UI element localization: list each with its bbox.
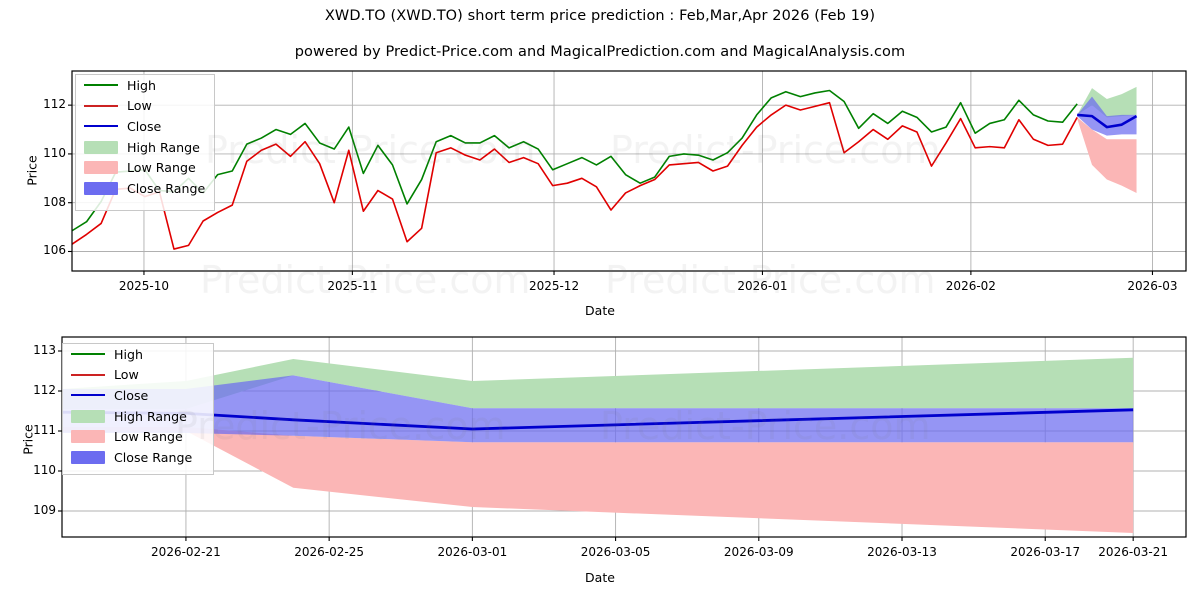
history-legend-label: Low Range	[127, 160, 196, 176]
forecast-ytick-110: 110	[33, 463, 56, 477]
watermark-text: Predict-Price.com	[205, 128, 536, 172]
history-legend-label: Close	[127, 118, 162, 134]
forecast-xtick-2026-03-21: 2026-03-21	[1098, 545, 1169, 559]
history-high-range-band	[1077, 86, 1137, 118]
watermark-text: Predict-Price.com	[610, 128, 941, 172]
history-xtick-2026-02: 2026-02	[945, 279, 996, 293]
forecast-close-range-band	[62, 375, 1134, 443]
forecast-legend-swatch-line	[71, 369, 105, 380]
forecast-legend-item-close-range: Close Range	[63, 447, 213, 468]
history-legend-item-close: Close	[76, 116, 214, 137]
history-ytick-110: 110	[43, 145, 66, 160]
forecast-close-line	[61, 408, 1134, 431]
history-legend-label: High	[127, 77, 156, 93]
forecast-legend-swatch-line	[71, 390, 105, 401]
forecast-legend-item-high: High	[63, 344, 213, 365]
history-legend-label: Close Range	[127, 180, 206, 196]
forecast-legend-swatch-patch	[71, 409, 105, 423]
page-subtitle: powered by Predict-Price.com and Magical…	[294, 44, 906, 60]
forecast-legend-label: Low	[114, 367, 139, 383]
history-legend-item-close-range: Close Range	[76, 178, 214, 199]
forecast-xtick-2026-03-09: 2026-03-09	[723, 545, 794, 559]
forecast-xtick-2026-03-13: 2026-03-13	[867, 545, 937, 559]
history-legend-swatch-patch	[84, 181, 118, 195]
forecast-legend-swatch-patch	[71, 430, 105, 444]
history-low-range-band	[1077, 117, 1137, 193]
history-ytick-108: 108	[43, 194, 66, 209]
history-close-range-band	[1077, 96, 1137, 136]
history-xtick-2026-03: 2026-03	[1127, 279, 1178, 293]
history-xtick-2025-10: 2025-10	[118, 279, 170, 293]
history-legend-swatch-patch	[84, 161, 118, 175]
history-xtick-2026-01: 2026-01	[737, 279, 788, 293]
history-ytick-106: 106	[43, 243, 66, 258]
history-legend-item-high-range: High Range	[76, 137, 214, 158]
page-title: XWD.TO (XWD.TO) short term price predict…	[324, 8, 876, 24]
history-low-line	[71, 101, 1078, 250]
forecast-legend-label: Close	[114, 387, 149, 403]
forecast-legend: High Low Close High Range Low Range Close Ran…	[62, 343, 214, 475]
forecast-xtick-2026-02-21: 2026-02-21	[151, 545, 221, 559]
forecast-legend-swatch-patch	[71, 450, 105, 464]
forecast-legend-label: Close Range	[114, 449, 193, 465]
forecast-legend-item-low-range: Low Range	[63, 426, 213, 447]
forecast-high-range-band	[62, 357, 1134, 409]
history-legend: High Low Close High Range Low Range Close Ran…	[75, 74, 215, 211]
forecast-legend-label: Low Range	[114, 429, 183, 445]
forecast-legend-label: High Range	[114, 408, 187, 424]
forecast-legend-item-close: Close	[63, 385, 213, 406]
history-legend-swatch-line	[84, 121, 118, 132]
forecast-low-range-band	[62, 427, 1134, 533]
history-legend-item-high: High	[76, 75, 214, 96]
history-ytick-112: 112	[43, 97, 66, 112]
watermark-text: Predict-Price.com	[600, 404, 931, 448]
history-legend-label: High Range	[127, 139, 200, 155]
forecast-legend-swatch-line	[71, 349, 105, 360]
forecast-xtick-2026-03-05: 2026-03-05	[580, 545, 651, 559]
forecast-xtick-2026-03-01: 2026-03-01	[437, 545, 508, 559]
forecast-x-axis-label: Date	[585, 570, 615, 585]
history-close-line	[1077, 113, 1138, 129]
history-legend-swatch-patch	[84, 140, 118, 154]
forecast-ytick-113: 113	[33, 343, 56, 357]
forecast-ytick-112: 112	[33, 383, 56, 397]
forecast-ytick-109: 109	[33, 503, 56, 517]
history-xtick-2025-12: 2025-12	[528, 279, 580, 293]
forecast-legend-label: High	[114, 346, 143, 362]
history-x-axis-label: Date	[585, 303, 615, 318]
history-legend-swatch-line	[84, 80, 118, 91]
history-legend-item-low: Low	[76, 96, 214, 117]
history-high-line	[71, 89, 1078, 232]
forecast-legend-item-low: Low	[63, 365, 213, 386]
forecast-xtick-2026-03-17: 2026-03-17	[1010, 545, 1081, 559]
history-xtick-2025-11: 2025-11	[327, 279, 378, 293]
watermark-text: Predict-Price.com	[175, 404, 506, 448]
history-legend-swatch-line	[84, 100, 118, 111]
forecast-xtick-2026-02-25: 2026-02-25	[294, 545, 365, 559]
history-legend-item-low-range: Low Range	[76, 157, 214, 178]
forecast-legend-item-high-range: High Range	[63, 406, 213, 427]
forecast-ytick-111: 111	[33, 423, 56, 437]
history-legend-label: Low	[127, 98, 152, 114]
